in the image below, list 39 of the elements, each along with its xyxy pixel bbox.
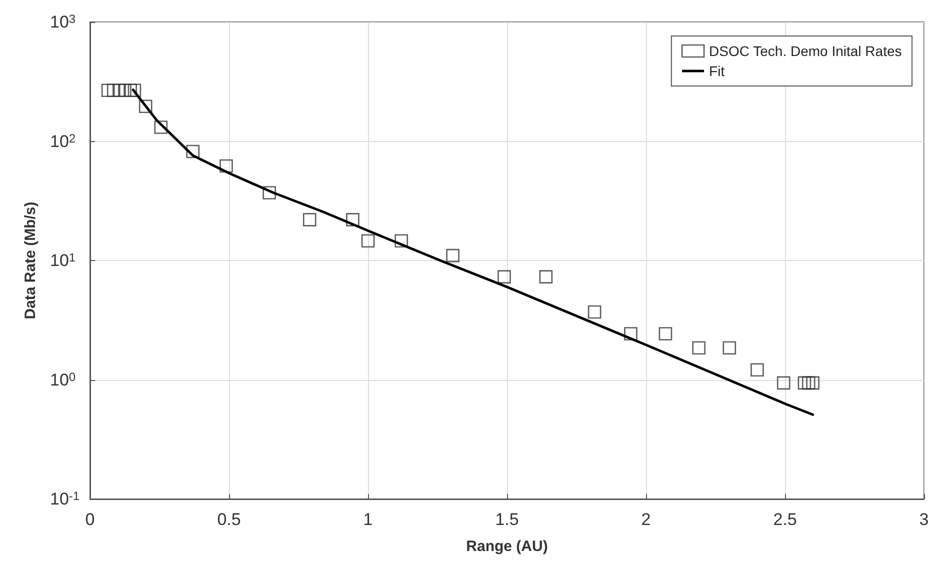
- point: [186, 144, 200, 158]
- point: [798, 376, 812, 390]
- x-tick-label: 0.5: [217, 510, 241, 529]
- x-tick-label: 2.5: [773, 510, 797, 529]
- point: [106, 84, 120, 98]
- point: [658, 327, 672, 340]
- point: [346, 213, 360, 226]
- point: [124, 84, 137, 98]
- x-tick-label: 1.5: [495, 510, 519, 529]
- point: [806, 376, 820, 390]
- point: [154, 120, 168, 134]
- point: [138, 100, 152, 114]
- point: [722, 341, 736, 355]
- x-tick-label: 3: [919, 510, 929, 529]
- legend-label: Fit: [709, 63, 725, 79]
- legend-label: DSOC Tech. Demo Inital Rates: [709, 43, 902, 59]
- point: [498, 270, 511, 284]
- point: [624, 327, 638, 340]
- y-axis-title: Data Rate (Mb/s): [22, 202, 39, 320]
- point: [446, 248, 460, 262]
- x-tick-label: 1: [363, 510, 373, 529]
- point: [112, 84, 126, 98]
- point: [101, 84, 115, 98]
- x-axis-title: Range (AU): [466, 538, 548, 555]
- point: [128, 84, 142, 98]
- point: [262, 186, 276, 200]
- point: [588, 305, 602, 319]
- x-tick-label: 0: [85, 510, 95, 529]
- point: [776, 376, 790, 390]
- point: [692, 341, 706, 355]
- point: [118, 84, 132, 98]
- point: [302, 213, 316, 226]
- point: [539, 270, 553, 284]
- point: [220, 159, 233, 173]
- point: [394, 234, 408, 248]
- point: [750, 363, 764, 377]
- point: [361, 234, 375, 248]
- x-tick-label: 2: [641, 510, 651, 529]
- point: [802, 376, 816, 390]
